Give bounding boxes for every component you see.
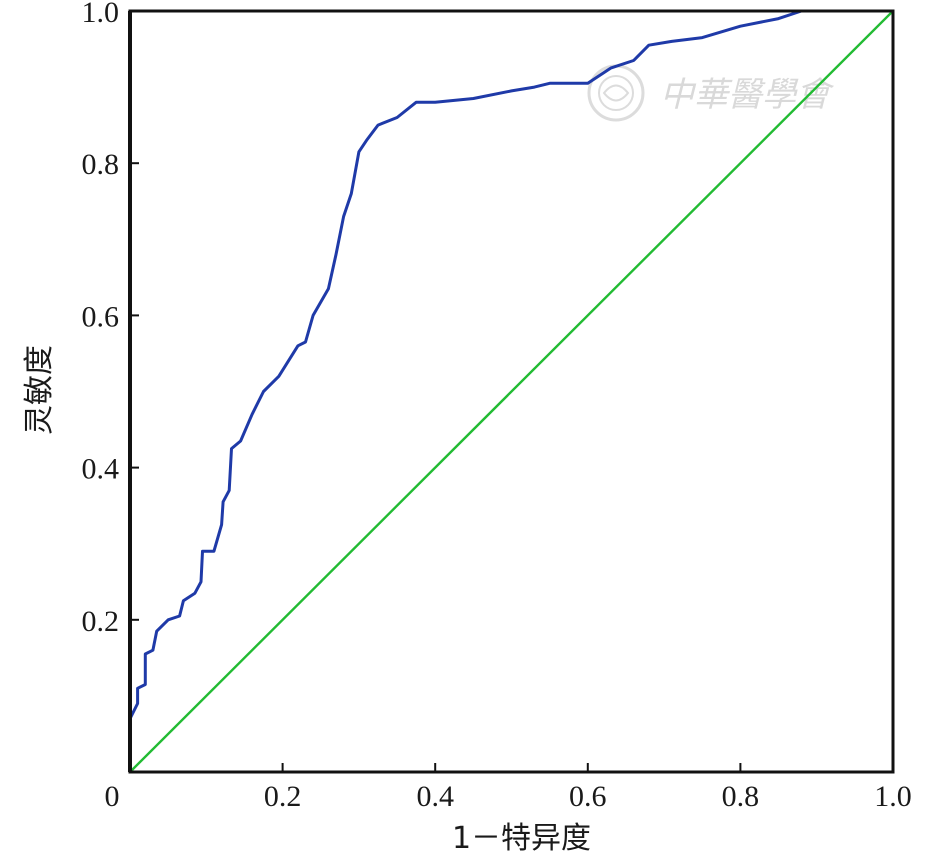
x-tick-label: 1.0 bbox=[874, 780, 912, 813]
y-tick-label: 0.6 bbox=[82, 300, 120, 333]
watermark-text: 中華醫學會 bbox=[660, 75, 835, 115]
x-axis: 0 0.2 0.4 0.6 0.8 1.0 bbox=[105, 763, 912, 813]
watermark-seal-icon bbox=[587, 64, 645, 122]
x-tick-label: 0.6 bbox=[569, 780, 607, 813]
x-axis-label: 1－特异度 bbox=[452, 821, 591, 856]
x-tick-label: 0.8 bbox=[722, 780, 760, 813]
y-tick-label: 1.0 bbox=[82, 0, 120, 29]
y-tick-label: 0.8 bbox=[82, 148, 120, 181]
y-axis: 0.2 0.4 0.6 0.8 1.0 bbox=[82, 0, 139, 638]
watermark: 中華醫學會 bbox=[587, 64, 835, 122]
reference-diagonal-line bbox=[129, 10, 894, 773]
roc-curve-line bbox=[128, 9, 893, 772]
y-tick-label: 0.4 bbox=[82, 453, 120, 486]
x-tick-label: 0.2 bbox=[264, 780, 302, 813]
y-axis-label: 灵敏度 bbox=[22, 345, 57, 435]
y-tick-label: 0.2 bbox=[82, 605, 120, 638]
plot-lines bbox=[128, 9, 894, 773]
x-tick-label: 0 bbox=[105, 780, 120, 813]
x-tick-label: 0.4 bbox=[416, 780, 454, 813]
